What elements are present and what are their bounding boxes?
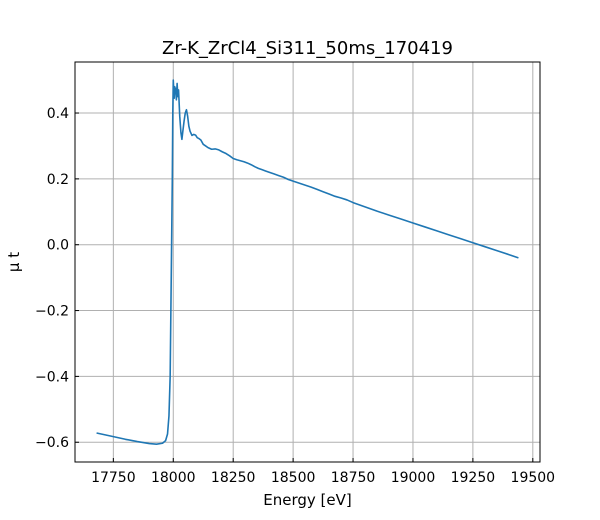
x-tick-label: 19000: [391, 470, 436, 486]
plot-frame: [74, 61, 541, 463]
x-tick-label: 19500: [511, 470, 556, 486]
ticks: 17750 18000 18250 18500 18750 19000 19250 19500…: [35, 106, 555, 486]
x-axis-label: Energy [eV]: [263, 491, 351, 509]
y-tick-label: −0.6: [35, 435, 69, 451]
y-tick-label: −0.2: [35, 304, 69, 320]
y-tick-label: 0.0: [47, 238, 69, 254]
grid: [75, 62, 540, 462]
x-tick-label: 18000: [151, 470, 196, 486]
y-axis-label: μ t: [5, 252, 23, 272]
y-tick-label: −0.4: [35, 369, 69, 385]
x-tick-label: 18250: [211, 470, 256, 486]
x-tick-label: 19250: [451, 470, 496, 486]
chart-title: Zr-K_ZrCl4_Si311_50ms_170419: [162, 38, 453, 59]
series-line: [96, 79, 519, 446]
x-tick-label: 17750: [91, 470, 136, 486]
y-tick-label: 0.4: [47, 106, 69, 122]
x-tick-label: 18750: [331, 470, 376, 486]
y-tick-label: 0.2: [47, 172, 69, 188]
series-layer: [96, 79, 519, 446]
x-tick-label: 18500: [271, 470, 316, 486]
